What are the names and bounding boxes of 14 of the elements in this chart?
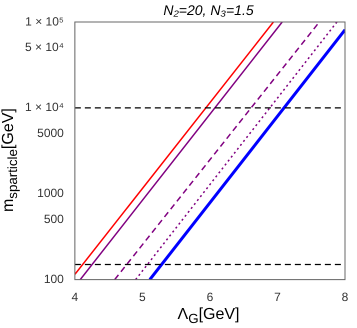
y-tick-label: 5000 bbox=[37, 126, 64, 140]
x-axis-title: Λ$_{G}$[GeV] bbox=[176, 306, 240, 326]
y-tick-label: 1 × 10⁵ bbox=[25, 14, 64, 28]
x-tick-label: 4 bbox=[72, 290, 79, 304]
chart-title: N₂=20, N₃=1.5 bbox=[163, 2, 254, 18]
x-tick-label: 5 bbox=[139, 290, 146, 304]
y-tick-label: 5 × 10⁴ bbox=[24, 40, 64, 54]
y-tick-label: 500 bbox=[44, 212, 64, 226]
y-tick-label: 1000 bbox=[37, 186, 64, 200]
x-tick-label: 8 bbox=[342, 290, 349, 304]
y-tick-label: 100 bbox=[44, 272, 64, 286]
y-tick-label: 1 × 10⁴ bbox=[24, 100, 64, 114]
x-tick-label: 7 bbox=[274, 290, 282, 304]
x-tick-label: 6 bbox=[206, 290, 214, 304]
